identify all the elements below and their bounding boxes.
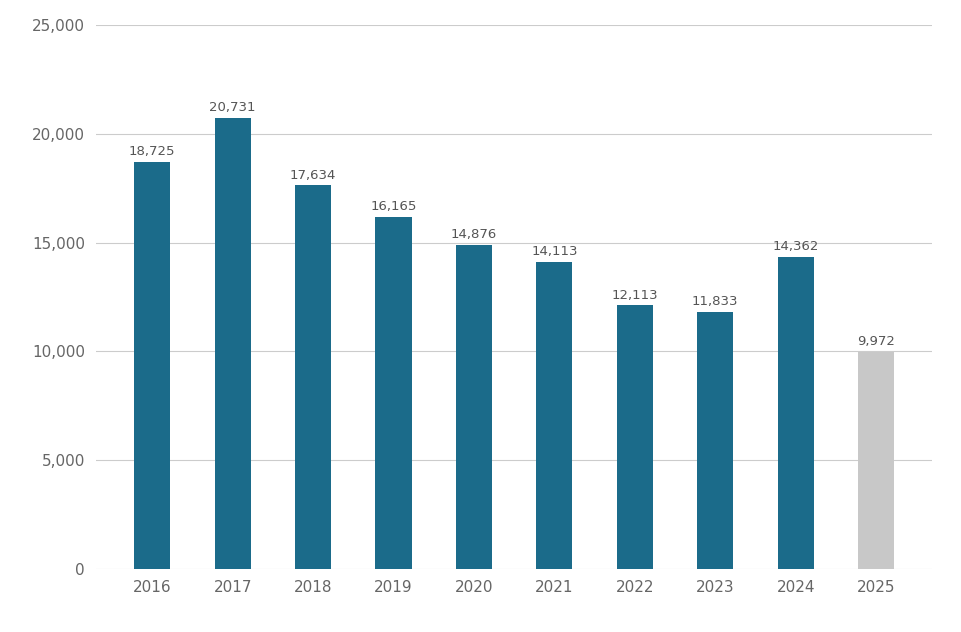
Bar: [376, 217, 411, 569]
Bar: [777, 257, 814, 569]
Bar: [214, 118, 251, 569]
Bar: [456, 245, 492, 569]
Text: 14,876: 14,876: [451, 229, 497, 241]
Text: 11,833: 11,833: [692, 295, 738, 308]
Text: 18,725: 18,725: [129, 145, 176, 158]
Text: 17,634: 17,634: [290, 169, 336, 181]
Text: 14,113: 14,113: [531, 245, 578, 258]
Text: 14,362: 14,362: [773, 240, 819, 253]
Bar: [617, 305, 653, 569]
Bar: [536, 262, 573, 569]
Bar: [697, 312, 733, 569]
Text: 9,972: 9,972: [857, 335, 895, 348]
Text: 16,165: 16,165: [370, 200, 417, 214]
Bar: [858, 352, 894, 569]
Text: 12,113: 12,113: [611, 289, 658, 301]
Bar: [295, 185, 332, 569]
Text: 20,731: 20,731: [209, 101, 256, 114]
Bar: [135, 162, 170, 569]
